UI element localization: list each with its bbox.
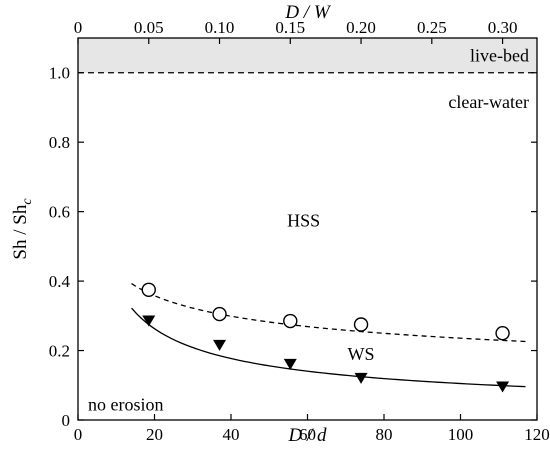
x-axis-label-top: D / W xyxy=(284,2,332,23)
ws-label: WS xyxy=(348,344,375,364)
data-point-circle xyxy=(495,325,510,341)
y-axis-label-main: Sh / Sh xyxy=(10,204,31,259)
data-point-triangle xyxy=(283,358,297,370)
data-point-triangle xyxy=(496,381,510,393)
x-tick-label: 0 xyxy=(74,425,83,444)
y-axis-label-subscript: c xyxy=(20,198,35,205)
x-tick-label: 100 xyxy=(448,425,474,444)
y-tick-label: 0.2 xyxy=(49,342,70,361)
x-tick-label: 80 xyxy=(376,425,393,444)
data-point-circle xyxy=(283,313,298,329)
y-tick-label: 0 xyxy=(62,411,71,430)
top-tick-label: 0 xyxy=(74,18,83,37)
x-tick-label: 20 xyxy=(146,425,163,444)
data-points xyxy=(141,282,510,393)
fit-curve-dashed xyxy=(131,283,526,343)
top-tick-label: 0.30 xyxy=(488,18,518,37)
x-tick-label: 120 xyxy=(524,425,550,444)
top-tick-label: 0.25 xyxy=(417,18,447,37)
top-tick-label: 0.15 xyxy=(275,18,305,37)
data-point-triangle xyxy=(213,339,227,351)
clear-water-label: clear-water xyxy=(448,92,529,112)
live-bed-label: live-bed xyxy=(470,45,529,65)
y-axis-label: Sh / Shc xyxy=(10,198,35,260)
fit-curves xyxy=(131,283,526,388)
data-point-triangle xyxy=(142,315,156,327)
x-axis-label-bottom: D / d xyxy=(288,425,328,446)
top-tick-label: 0.10 xyxy=(205,18,235,37)
y-tick-label: 1.0 xyxy=(49,64,70,83)
top-tick-label: 0.20 xyxy=(346,18,376,37)
data-point-circle xyxy=(353,317,369,332)
top-tick-label: 0.05 xyxy=(134,18,164,37)
data-point-circle xyxy=(212,306,227,322)
x-tick-label: 40 xyxy=(223,425,240,444)
fit-curve-solid xyxy=(131,307,526,388)
data-point-triangle xyxy=(354,372,368,384)
hss-label: HSS xyxy=(287,210,320,230)
no-erosion-label: no erosion xyxy=(88,394,164,414)
axis-ticks: 0 20 40 60 80 100 120 0 0.2 0.4 0.6 0.8 1.0 0 0.05 0.10… xyxy=(49,18,550,444)
y-tick-label: 0.4 xyxy=(49,272,71,291)
data-point-circle xyxy=(141,282,156,297)
live-bed-band xyxy=(78,38,537,73)
y-tick-label: 0.6 xyxy=(49,203,70,222)
x-tick-label: 60 xyxy=(299,425,316,444)
y-tick-label: 0.8 xyxy=(49,133,70,152)
